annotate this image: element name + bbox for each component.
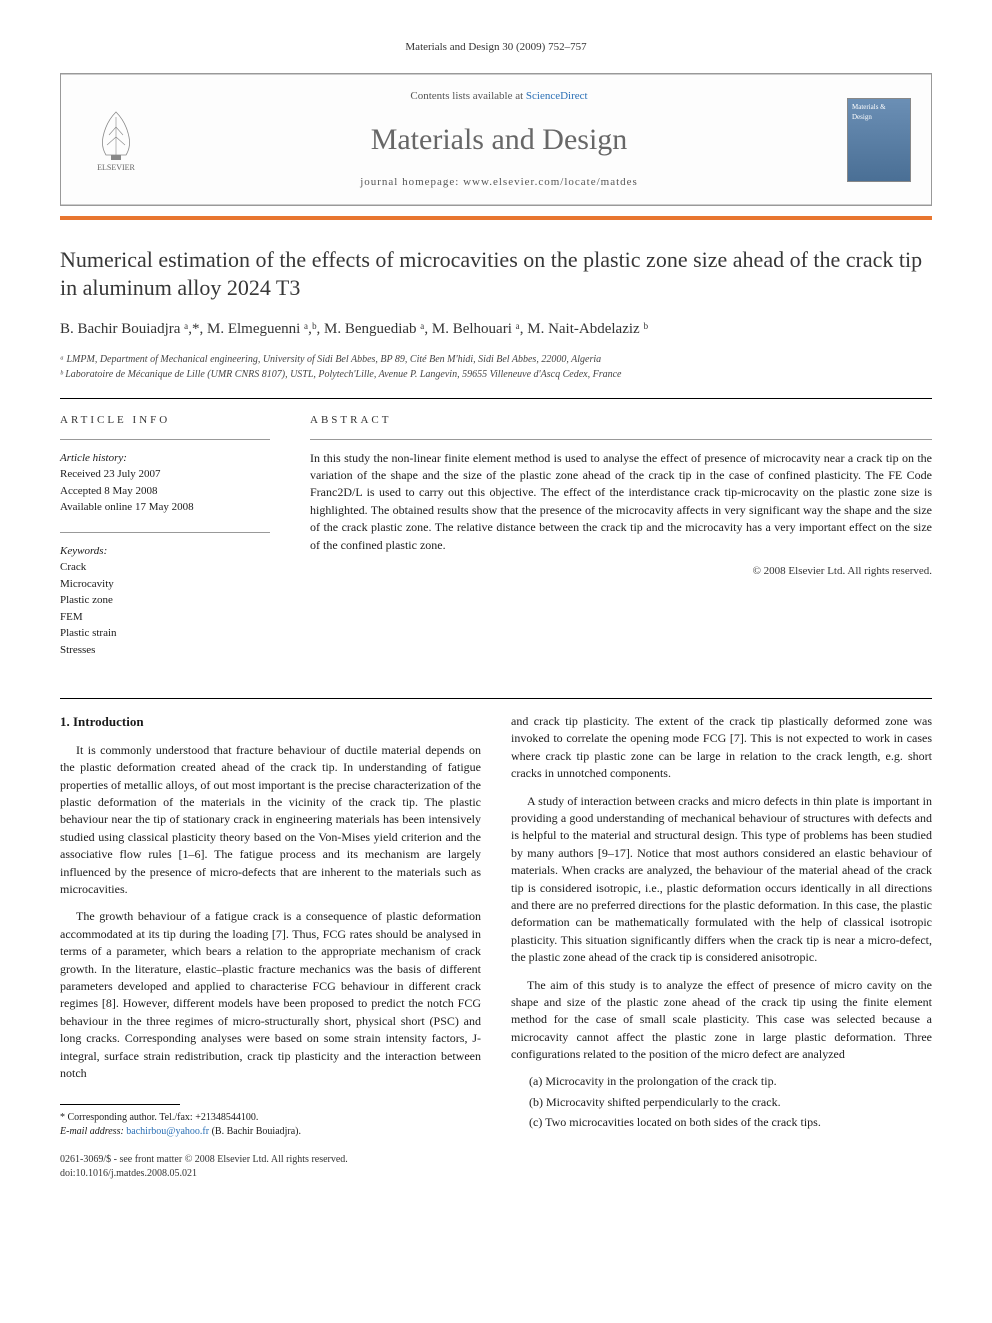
list-item: (c) Two microcavities located on both si… [529, 1114, 932, 1131]
homepage-url[interactable]: www.elsevier.com/locate/matdes [463, 176, 638, 188]
abstract-panel: ABSTRACT In this study the non-linear fi… [310, 413, 932, 674]
elsevier-logo: ELSEVIER [81, 100, 151, 180]
article-title: Numerical estimation of the effects of m… [60, 246, 932, 301]
journal-masthead: ELSEVIER Contents lists available at Sci… [60, 73, 932, 206]
doi-block: 0261-3069/$ - see front matter © 2008 El… [60, 1153, 481, 1181]
keyword: Plastic zone [60, 592, 270, 609]
doi-line: doi:10.1016/j.matdes.2008.05.021 [60, 1167, 481, 1181]
abstract-text: In this study the non-linear finite elem… [310, 450, 932, 554]
list-item: (a) Microcavity in the prolongation of t… [529, 1073, 932, 1090]
cover-label: Materials & Design [852, 103, 906, 123]
abstract-divider [310, 439, 932, 440]
affiliation-a: ᵃ LMPM, Department of Mechanical enginee… [60, 352, 932, 367]
contents-available-line: Contents lists available at ScienceDirec… [151, 89, 847, 104]
accent-bar [60, 216, 932, 220]
section-divider [60, 398, 932, 399]
front-matter-line: 0261-3069/$ - see front matter © 2008 El… [60, 1153, 481, 1167]
affiliation-b: ᵇ Laboratoire de Mécanique de Lille (UMR… [60, 367, 932, 382]
intro-heading: 1. Introduction [60, 713, 481, 732]
history-accepted: Accepted 8 May 2008 [60, 483, 270, 500]
author-email-link[interactable]: bachirbou@yahoo.fr [126, 1126, 209, 1137]
corresponding-author-footnote: * Corresponding author. Tel./fax: +21348… [60, 1111, 481, 1139]
homepage-prefix: journal homepage: [360, 176, 463, 188]
contents-prefix: Contents lists available at [410, 90, 525, 102]
article-info-panel: ARTICLE INFO Article history: Received 2… [60, 413, 270, 674]
right-column: and crack tip plasticity. The extent of … [511, 713, 932, 1181]
copyright-line: © 2008 Elsevier Ltd. All rights reserved… [310, 564, 932, 579]
affiliations: ᵃ LMPM, Department of Mechanical enginee… [60, 352, 932, 382]
body-columns: 1. Introduction It is commonly understoo… [60, 713, 932, 1181]
sciencedirect-link[interactable]: ScienceDirect [526, 90, 588, 102]
info-divider [60, 439, 270, 440]
left-column: 1. Introduction It is commonly understoo… [60, 713, 481, 1181]
authors-line: B. Bachir Bouiadjra ᵃ,*, M. Elmeguenni ᵃ… [60, 319, 932, 340]
publisher-name: ELSEVIER [97, 162, 135, 173]
section-divider [60, 698, 932, 699]
tree-icon [91, 107, 141, 162]
email-label: E-mail address: [60, 1126, 126, 1137]
article-info-heading: ARTICLE INFO [60, 413, 270, 428]
info-divider [60, 532, 270, 533]
abstract-heading: ABSTRACT [310, 413, 932, 428]
corresponding-line: * Corresponding author. Tel./fax: +21348… [60, 1111, 481, 1125]
keywords-label: Keywords: [60, 543, 270, 560]
list-item: (b) Microcavity shifted perpendicularly … [529, 1094, 932, 1111]
configuration-list: (a) Microcavity in the prolongation of t… [529, 1073, 932, 1131]
running-header: Materials and Design 30 (2009) 752–757 [60, 40, 932, 55]
keyword: Crack [60, 559, 270, 576]
footnote-separator [60, 1104, 180, 1105]
body-paragraph: A study of interaction between cracks an… [511, 793, 932, 967]
journal-name: Materials and Design [151, 119, 847, 161]
keyword: Microcavity [60, 576, 270, 593]
history-received: Received 23 July 2007 [60, 466, 270, 483]
keyword: Plastic strain [60, 625, 270, 642]
keyword: FEM [60, 609, 270, 626]
email-suffix: (B. Bachir Bouiadjra). [209, 1126, 301, 1137]
body-paragraph: and crack tip plasticity. The extent of … [511, 713, 932, 783]
body-paragraph: It is commonly understood that fracture … [60, 742, 481, 899]
keyword: Stresses [60, 642, 270, 659]
history-online: Available online 17 May 2008 [60, 499, 270, 516]
history-label: Article history: [60, 450, 270, 467]
body-paragraph: The growth behaviour of a fatigue crack … [60, 908, 481, 1082]
body-paragraph: The aim of this study is to analyze the … [511, 977, 932, 1064]
journal-cover-thumbnail: Materials & Design [847, 98, 911, 182]
journal-homepage-line: journal homepage: www.elsevier.com/locat… [151, 175, 847, 190]
